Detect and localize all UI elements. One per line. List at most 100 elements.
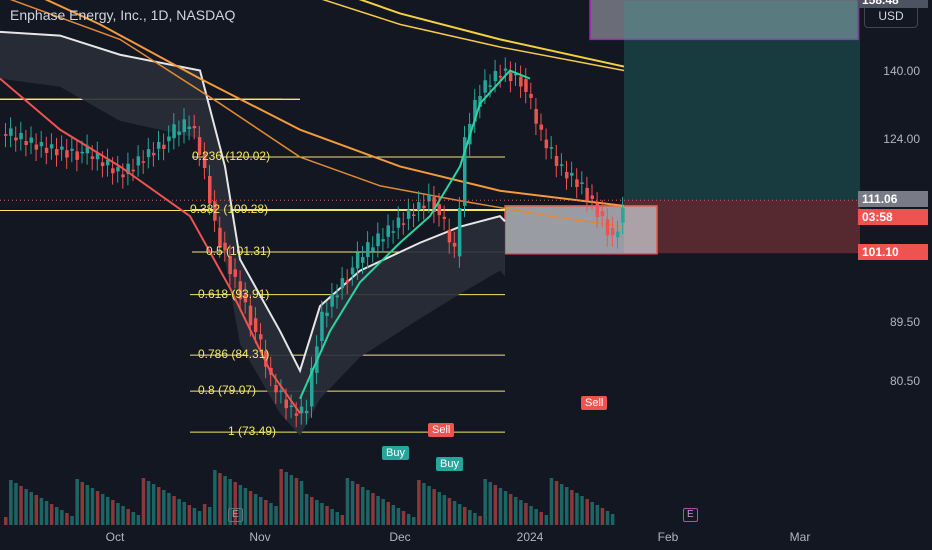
candle-body (304, 410, 309, 414)
volume-bar (417, 480, 421, 525)
volume-bar (39, 498, 44, 525)
candle-body (248, 305, 253, 326)
volume-bar (361, 487, 365, 525)
candle-body (595, 203, 600, 218)
candle-body (24, 141, 28, 145)
volume-bar (401, 511, 406, 525)
volume-bar (279, 469, 283, 525)
candle-body (621, 207, 625, 223)
volume-bar (151, 484, 156, 525)
volume-bar (595, 505, 600, 525)
earnings-marker-icon[interactable]: E (228, 508, 243, 522)
x-axis-tick: Feb (657, 530, 679, 544)
volume-bar (80, 482, 84, 525)
candle-body (177, 131, 181, 136)
candle-body (340, 278, 345, 289)
volume-bar (315, 500, 319, 525)
candle-body (493, 70, 498, 82)
volume-bar (248, 491, 253, 525)
trend-line-red (0, 77, 301, 414)
candle-body (111, 168, 115, 174)
candle-body (167, 136, 171, 142)
fib-level-label: 0.618 (93.91) (198, 286, 270, 301)
candle-body (427, 194, 431, 202)
candle-body (320, 311, 324, 342)
volume-bar (376, 496, 380, 525)
candle-body (488, 85, 492, 87)
candle-body (294, 413, 299, 416)
candle-body (381, 239, 385, 242)
candle-body (19, 132, 23, 140)
candle-body (361, 257, 365, 263)
volume-bar (350, 481, 355, 525)
fib-level-label: 1 (73.49) (228, 424, 277, 439)
x-axis-tick: 2024 (516, 530, 544, 544)
volume-bar (146, 481, 151, 525)
volume-bar (570, 490, 574, 525)
candle-body (274, 384, 278, 393)
candle-body (151, 152, 156, 156)
volume-bar (121, 506, 125, 525)
volume-bar (514, 497, 518, 525)
entry-box (504, 205, 658, 255)
ma-orange-line-2 (9, 0, 625, 228)
candle-body (447, 229, 452, 243)
price-label: 158.48 (858, 0, 928, 8)
candle-body (238, 281, 243, 300)
volume-bar (330, 509, 334, 525)
volume-bar (468, 510, 472, 525)
volume-bar (503, 491, 508, 525)
volume-bar (457, 504, 462, 525)
volume-bar (508, 494, 513, 525)
volume-bar (304, 494, 309, 525)
candle-body (325, 312, 329, 317)
volume-bar (157, 487, 161, 525)
trend-line-green (299, 69, 531, 400)
fib-level-label: 0.8 (79.07) (198, 383, 257, 398)
candle-body (85, 145, 90, 154)
volume-bar (65, 513, 69, 525)
volume-bar (162, 490, 166, 525)
volume-bar (519, 500, 523, 525)
volume-bar (294, 478, 299, 525)
candle-body (187, 126, 192, 130)
currency-button[interactable]: USD (864, 4, 918, 28)
volume-bar (340, 515, 345, 525)
candle-body (610, 228, 615, 236)
volume-bar (264, 500, 268, 525)
candle-body (549, 147, 554, 149)
candle-body (233, 269, 237, 277)
volume-bar (243, 488, 248, 525)
volume-bar (325, 506, 329, 525)
volume-bar (100, 494, 105, 525)
volume-bar (116, 503, 120, 525)
ma-orange-line (44, 0, 625, 207)
volume-bar (29, 492, 33, 525)
candle-body (412, 214, 416, 216)
candle-body (554, 156, 559, 166)
upper-box (589, 0, 859, 41)
candle-body (80, 151, 84, 154)
earnings-marker-icon[interactable]: E (683, 508, 698, 522)
volume-bar (412, 517, 416, 525)
volume-bar (427, 486, 431, 525)
volume-bar (442, 495, 447, 525)
candle-body (192, 125, 197, 129)
candle-body (539, 124, 543, 130)
volume-bar (44, 501, 49, 525)
price-label: 101.10 (858, 244, 928, 261)
candle-body (457, 207, 462, 257)
candle-body (279, 390, 283, 393)
candle-body (565, 171, 569, 179)
volume-bar (213, 470, 217, 525)
candle-body (289, 405, 294, 408)
candle-body (345, 280, 350, 283)
candle-body (44, 147, 49, 153)
volume-bar (355, 484, 360, 525)
candle-body (213, 201, 217, 221)
cloud-band (0, 31, 505, 436)
volume-bar (95, 491, 100, 525)
volume-bar (208, 507, 212, 525)
candle-body (172, 124, 176, 139)
